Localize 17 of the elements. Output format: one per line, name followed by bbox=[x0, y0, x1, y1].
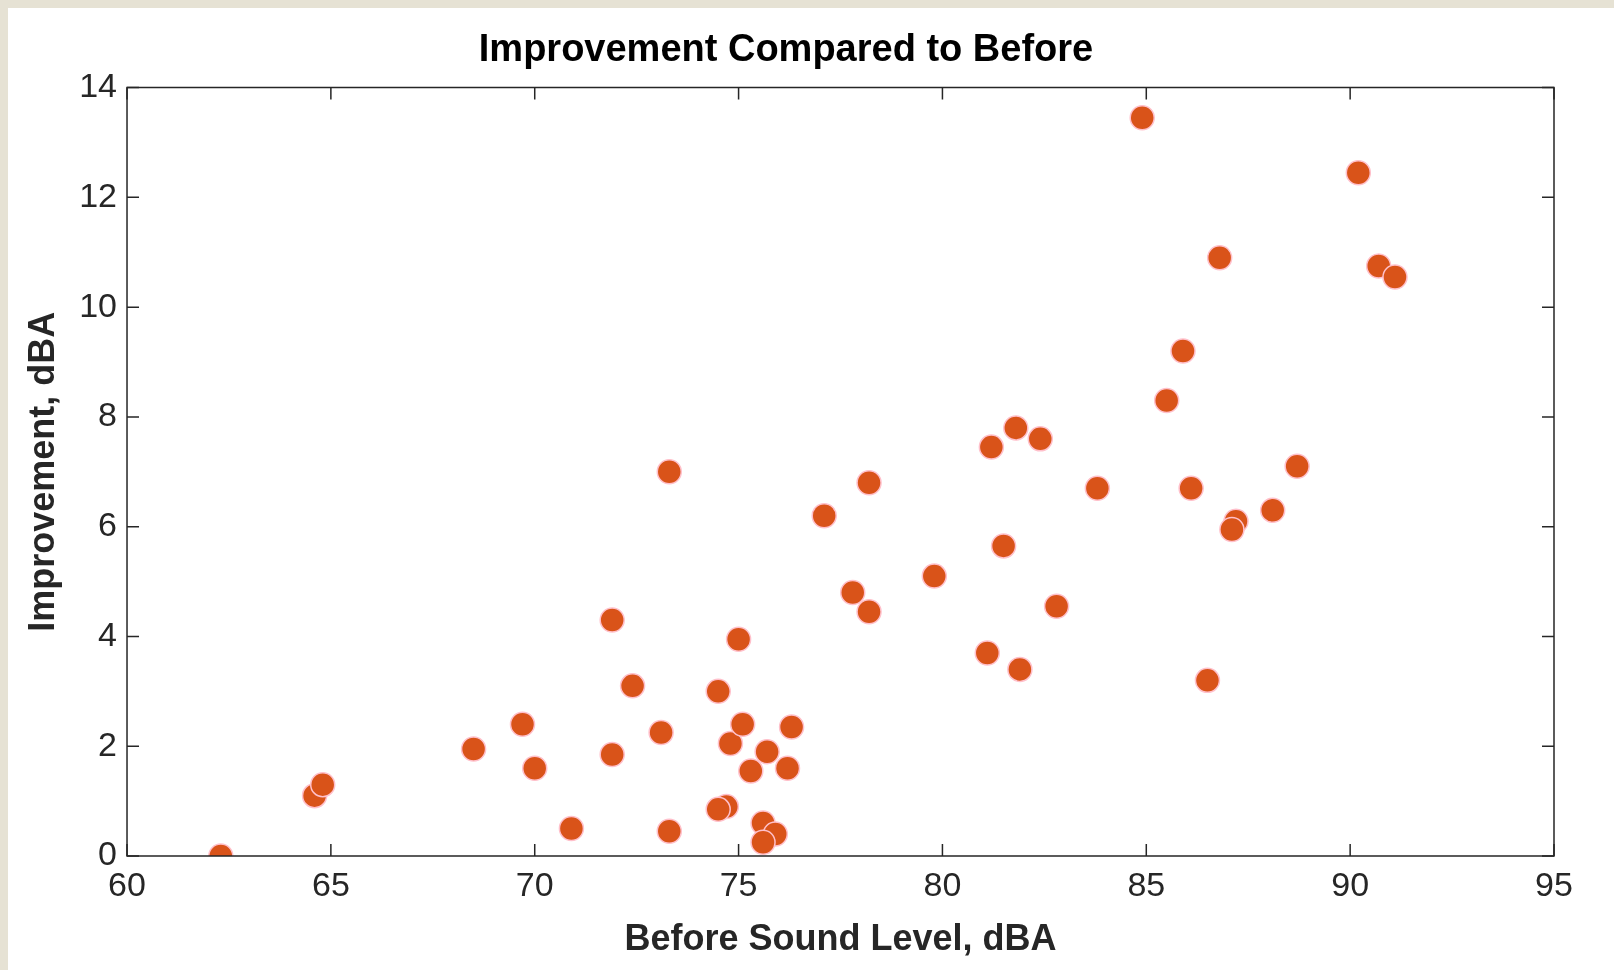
x-tick-label: 75 bbox=[719, 864, 758, 903]
x-tick-label: 70 bbox=[515, 864, 554, 903]
y-tick-label: 4 bbox=[98, 614, 118, 653]
y-tick-label: 8 bbox=[98, 395, 118, 434]
y-tick-label: 14 bbox=[79, 65, 118, 104]
x-axis-title: Before Sound Level, dBA bbox=[624, 917, 1057, 959]
y-tick-label: 12 bbox=[79, 175, 118, 214]
x-tick-label: 85 bbox=[1127, 864, 1166, 903]
y-tick-label: 2 bbox=[98, 724, 118, 763]
y-tick-label: 10 bbox=[79, 285, 118, 324]
chart-title: Improvement Compared to Before bbox=[478, 27, 1094, 70]
x-tick-label: 95 bbox=[1535, 864, 1573, 903]
x-tick-label: 65 bbox=[311, 864, 350, 903]
x-tick-label: 90 bbox=[1331, 864, 1370, 903]
y-tick-label: 6 bbox=[98, 505, 118, 544]
y-axis-title: Improvement, dBA bbox=[20, 311, 62, 632]
x-tick-label: 80 bbox=[923, 864, 962, 903]
